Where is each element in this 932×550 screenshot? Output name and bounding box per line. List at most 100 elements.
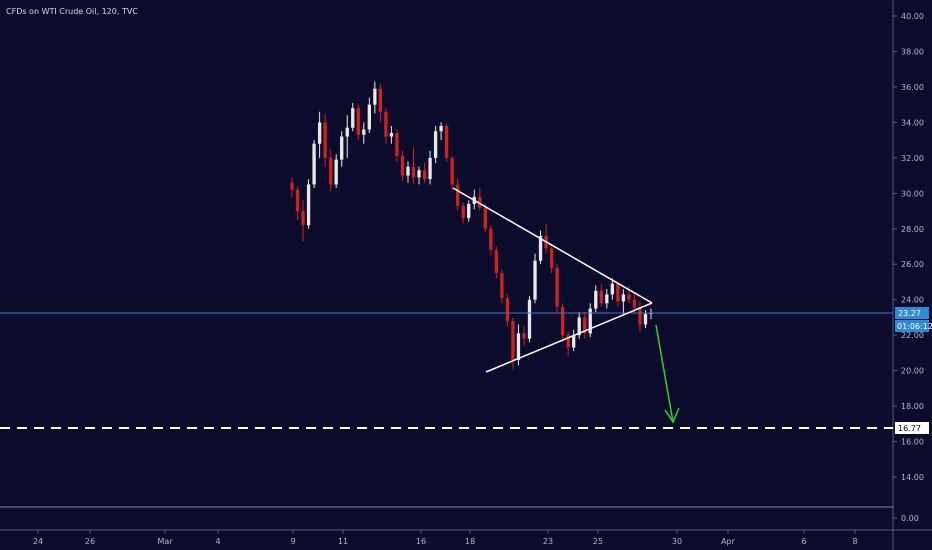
price-tick-label: 20.00 [901, 367, 924, 376]
candle-down [560, 306, 565, 336]
target-price-tag-bg [895, 422, 929, 434]
candle-up [389, 133, 394, 137]
price-axis[interactable]: 40.00 38.00 36.00 34.00 32.00 30.00 28.00 26.00… [892, 0, 924, 550]
price-tick-label: 30.00 [901, 189, 924, 198]
candle-down [384, 111, 388, 137]
candle-down [505, 297, 510, 321]
arrow-head-icon [664, 407, 680, 424]
candle-down [638, 306, 642, 325]
triangle-upper-line [452, 187, 653, 304]
countdown-tag: 01:06:12 [895, 320, 932, 332]
candle-down [478, 196, 482, 208]
target-price-value: 16.77 [898, 424, 921, 433]
candle-up [572, 335, 576, 348]
time-tick-label: 25 [593, 537, 603, 546]
chart-title: CFDs on WTI Crude Oil, 120, TVC [6, 7, 138, 16]
price-tick-label: 18.00 [901, 402, 924, 411]
candle-down [632, 299, 637, 307]
candle-down [461, 205, 465, 219]
candle-down [378, 88, 383, 112]
candle-up [621, 294, 626, 302]
time-tick-label: 4 [215, 537, 220, 546]
candle-up [406, 166, 410, 176]
time-tick-label: 9 [290, 537, 295, 546]
symmetrical-triangle [452, 187, 653, 373]
candle-up [362, 129, 366, 135]
price-tick-label: 40.00 [901, 12, 924, 21]
candle-up [345, 127, 349, 137]
candle-down [483, 207, 487, 229]
time-tick-label: 23 [543, 537, 553, 546]
candle-up [373, 88, 377, 105]
candle-down [395, 133, 399, 157]
price-tick-label: 0.00 [901, 514, 919, 523]
candle-down [329, 157, 333, 185]
candle-up [334, 159, 338, 185]
breakdown-arrow [655, 324, 680, 424]
time-tick-label: 6 [801, 537, 806, 546]
triangle-lower-line [485, 302, 653, 373]
price-tick-label: 34.00 [901, 118, 924, 127]
candle-up [594, 290, 598, 309]
price-tick-label: 32.00 [901, 154, 924, 163]
candle-down [583, 317, 587, 334]
candle-down [411, 166, 416, 178]
candle-down [616, 283, 620, 302]
candle-down [422, 170, 427, 180]
candle-up [433, 131, 438, 158]
candle-down [450, 157, 454, 185]
countdown-tag-bg [895, 320, 929, 332]
price-tick-label: 14.00 [901, 473, 924, 482]
target-price-tag: 16.77 [895, 422, 929, 434]
candle-up [367, 104, 371, 130]
candle-up [417, 170, 421, 178]
time-axis[interactable]: 24 26 Mar 4 9 11 16 18 23 25 30 Apr 6 8 [0, 529, 932, 546]
candle-up [351, 108, 355, 128]
candle-up [588, 308, 592, 334]
candle-down [400, 156, 405, 176]
countdown-value: 01:06:12 [897, 322, 932, 331]
candle-up [467, 203, 471, 219]
last-price-tag-bg [895, 307, 929, 319]
candle-up [516, 333, 521, 360]
time-tick-label: 30 [672, 537, 682, 546]
candle-down [489, 228, 493, 251]
last-price-value: 23.27 [898, 309, 921, 318]
candle-down [356, 108, 360, 135]
time-tick-label: 24 [33, 537, 43, 546]
candle-down [456, 184, 460, 206]
candle-up [610, 283, 614, 295]
candle-down [323, 122, 327, 158]
candle-up [428, 157, 432, 180]
arrow-shaft [655, 324, 674, 423]
candle-down [494, 250, 499, 274]
candle-up [538, 235, 543, 261]
price-tick-label: 36.00 [901, 83, 924, 92]
candle-down [295, 189, 300, 212]
candle-up [533, 260, 537, 300]
price-tick-label: 28.00 [901, 225, 924, 234]
candle-up [340, 136, 344, 160]
time-tick-label: Apr [721, 537, 736, 546]
time-tick-label: 8 [852, 537, 857, 546]
candle-down [290, 182, 294, 190]
candle-down [444, 125, 449, 158]
time-tick-label: 11 [338, 537, 348, 546]
price-tick-label: 24.00 [901, 296, 924, 305]
time-tick-label: Mar [157, 537, 173, 546]
candle-up [439, 125, 443, 132]
candle-down [511, 320, 515, 360]
candle-down [549, 248, 554, 268]
candle-down [599, 290, 603, 304]
candle-up [312, 143, 316, 185]
candle-down [627, 294, 631, 300]
candle-up [306, 184, 311, 226]
candle-up [605, 294, 609, 304]
candle-up [527, 299, 532, 339]
candle-up [643, 313, 648, 325]
candles [290, 81, 653, 369]
last-price-tag: 23.27 [895, 307, 929, 319]
candle-down [566, 335, 570, 348]
